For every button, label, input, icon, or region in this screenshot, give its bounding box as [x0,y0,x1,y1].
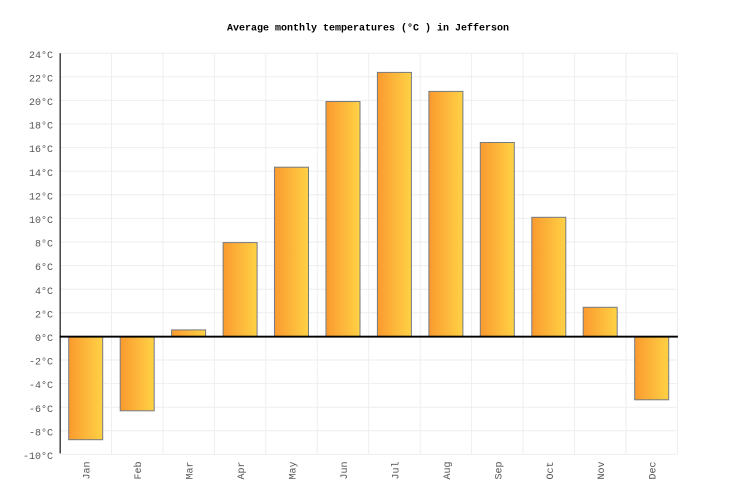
svg-text:18°C: 18°C [29,121,53,133]
svg-text:4°C: 4°C [35,286,53,298]
svg-text:Oct: Oct [546,461,557,479]
svg-text:Feb: Feb [133,461,145,479]
svg-text:-2°C: -2°C [29,357,53,369]
svg-text:May: May [289,461,300,479]
svg-text:Mar: Mar [186,461,197,479]
svg-text:-10°C: -10°C [23,451,53,463]
svg-text:Average monthly temperatures (: Average monthly temperatures (°C ) in Je… [227,22,509,34]
svg-text:Dec: Dec [649,461,660,479]
svg-text:Sep: Sep [494,461,505,479]
svg-text:Nov: Nov [597,461,608,479]
svg-text:-4°C: -4°C [29,380,53,392]
svg-text:0°C: 0°C [35,333,53,345]
svg-text:6°C: 6°C [35,262,53,274]
svg-text:10°C: 10°C [29,215,53,227]
svg-text:14°C: 14°C [29,168,53,180]
svg-text:Aug: Aug [443,461,454,479]
svg-text:22°C: 22°C [29,73,53,85]
svg-text:Jun: Jun [340,461,351,479]
svg-text:-6°C: -6°C [29,404,53,416]
svg-text:2°C: 2°C [35,309,53,321]
svg-text:-8°C: -8°C [29,427,53,439]
svg-text:20°C: 20°C [29,97,53,109]
svg-text:24°C: 24°C [29,50,53,62]
svg-text:Jul: Jul [390,461,402,479]
svg-text:Apr: Apr [237,461,248,479]
svg-text:16°C: 16°C [29,144,53,156]
svg-text:8°C: 8°C [35,239,53,251]
svg-text:Jan: Jan [83,461,94,479]
svg-text:12°C: 12°C [29,191,53,203]
